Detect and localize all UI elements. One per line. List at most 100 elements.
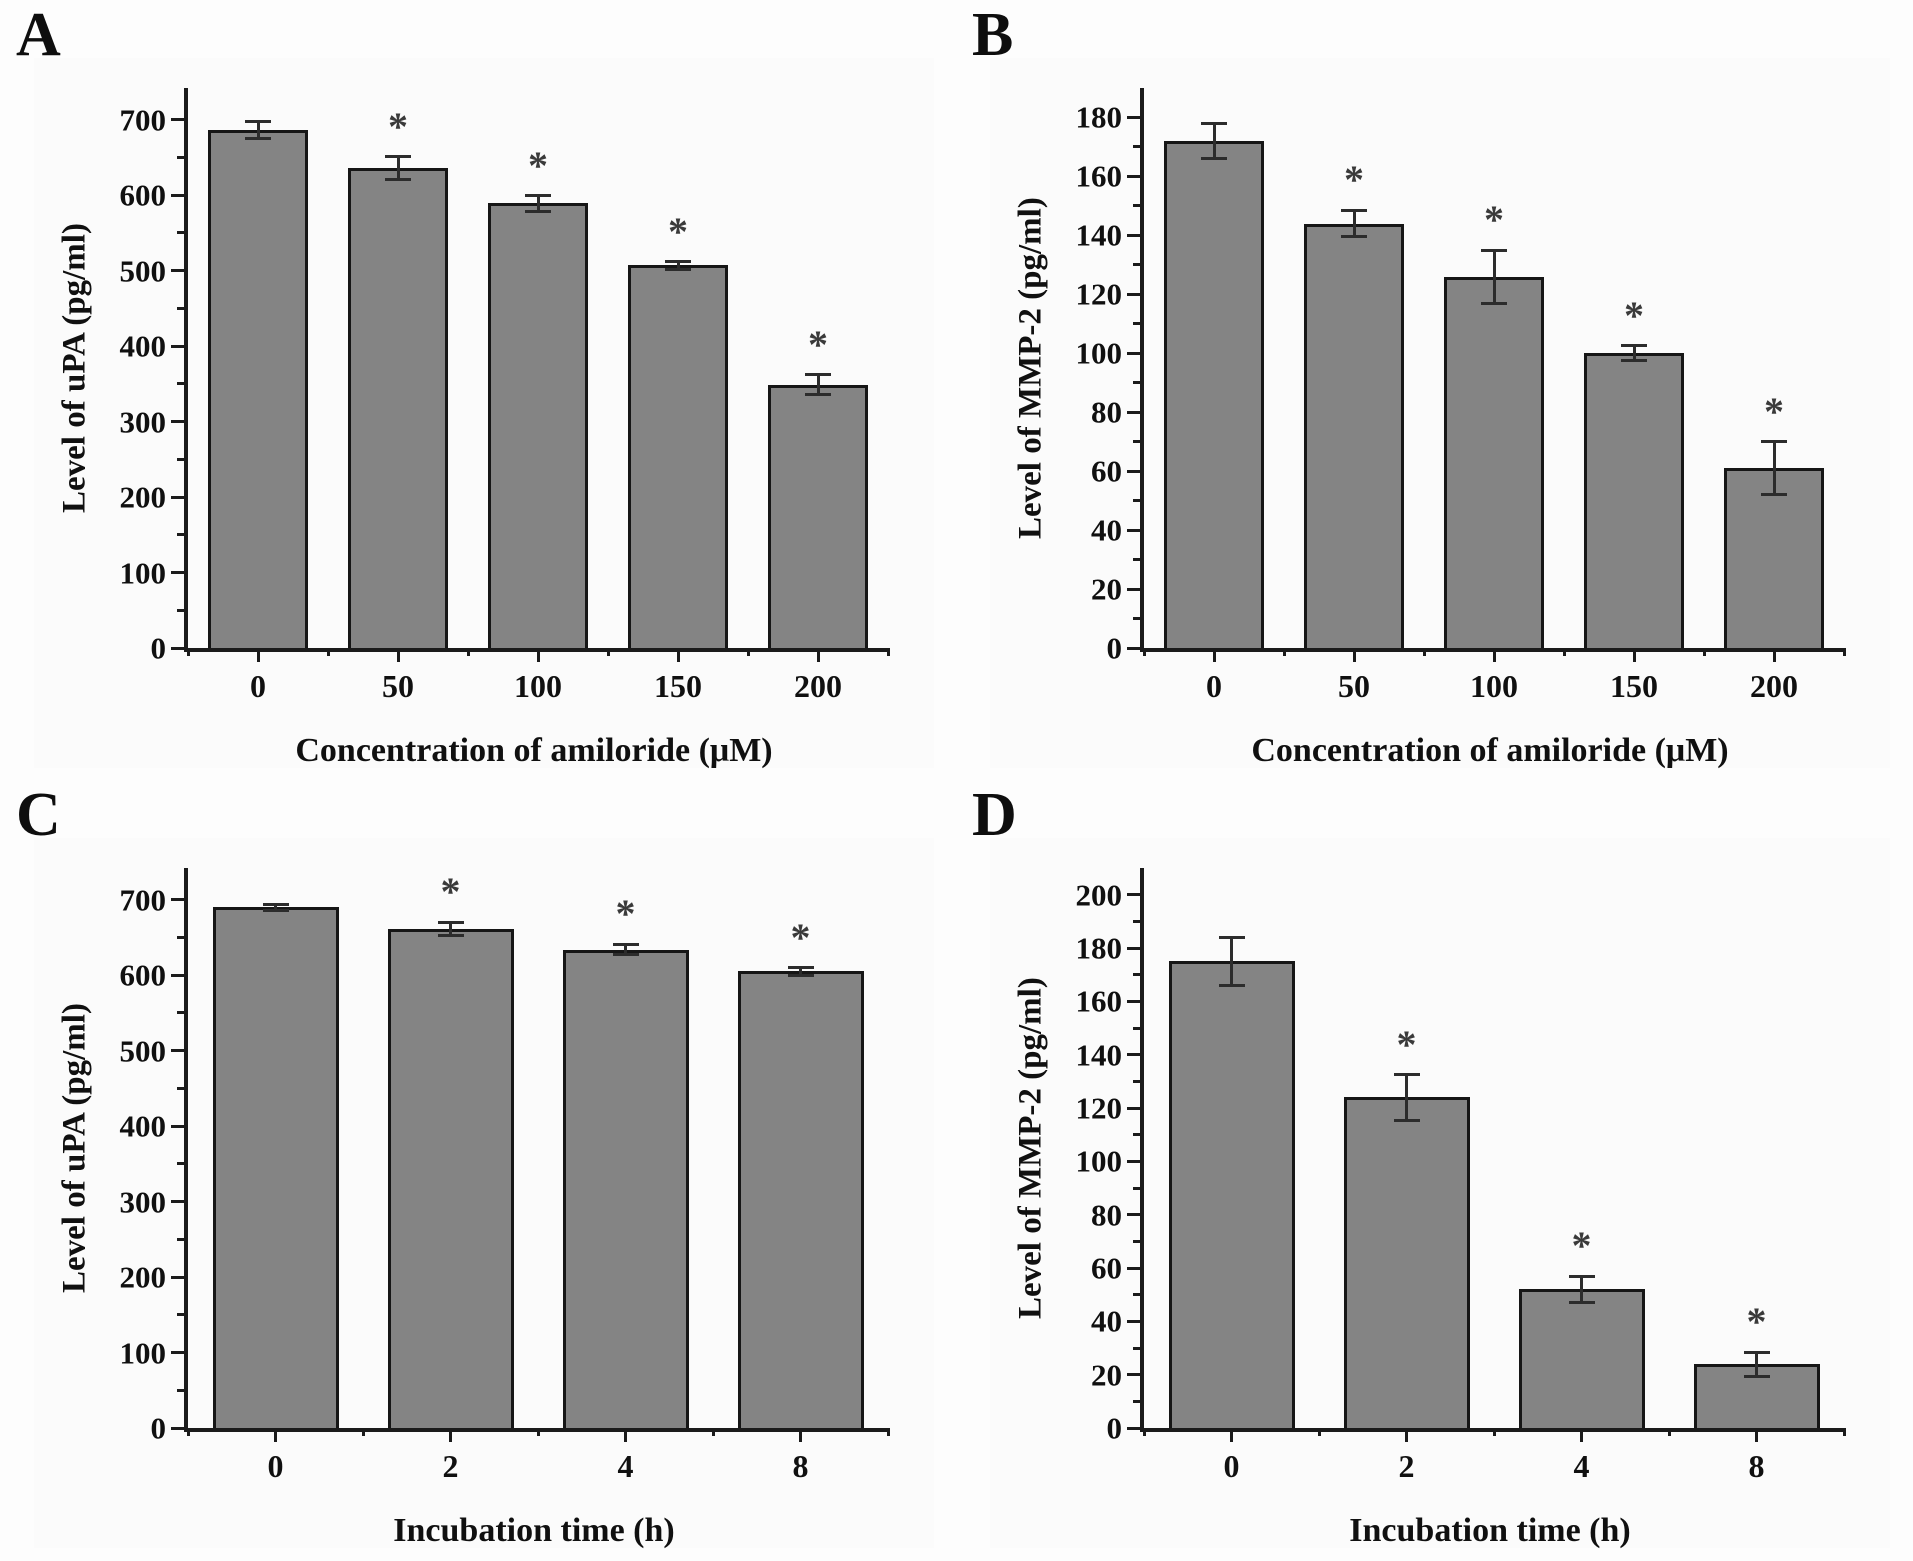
y-tick-minor xyxy=(1133,381,1140,385)
significance-asterisk: * xyxy=(808,321,828,367)
significance-asterisk: * xyxy=(1571,1223,1592,1268)
x-tick-major xyxy=(624,1428,627,1442)
bar-chart-A: Level of uPA (pg/ml) 0 100 200 300 400 500 600… xyxy=(34,58,934,768)
x-tick-major xyxy=(676,648,680,662)
y-tick-major xyxy=(1127,410,1140,414)
y-tick-minor xyxy=(1133,1399,1140,1403)
x-tick-minor xyxy=(1142,1428,1146,1436)
error-bar-cap xyxy=(1481,301,1507,305)
x-tick-major xyxy=(1405,1428,1408,1442)
y-tick-minor xyxy=(1133,558,1140,562)
y-tick-major xyxy=(171,973,184,977)
bar xyxy=(1163,141,1265,648)
x-tick-minor xyxy=(326,648,330,656)
y-tick-major xyxy=(1127,1106,1140,1110)
significance-asterisk: * xyxy=(1746,1299,1767,1344)
y-tick-label: 80 xyxy=(1091,394,1122,430)
y-tick-major xyxy=(1127,292,1140,296)
y-tick-label: 700 xyxy=(119,102,167,138)
y-tick-major xyxy=(1127,528,1140,532)
y-tick-major xyxy=(1127,1266,1140,1270)
plot-area: 0 100 200 300 400 500 600 700 0 * 50 * 100 * 150 * 200 xyxy=(120,88,890,702)
y-tick-label: 0 xyxy=(1106,1410,1123,1446)
x-category-label: 0 xyxy=(1223,1448,1240,1484)
x-axis-label: Incubation time (h) xyxy=(393,1512,675,1549)
y-tick-major xyxy=(1127,174,1140,178)
y-tick-major xyxy=(171,571,184,575)
bar xyxy=(1583,353,1685,648)
error-bar-cap xyxy=(787,966,814,970)
error-bar xyxy=(1230,937,1233,986)
error-bar-cap xyxy=(385,155,411,159)
bar xyxy=(1303,223,1405,648)
x-tick-minor xyxy=(466,648,470,656)
x-tick-major xyxy=(1212,648,1216,662)
error-bar-cap xyxy=(1201,121,1227,125)
error-bar-cap xyxy=(525,209,551,213)
x-category-label: 150 xyxy=(654,668,702,704)
error-bar-cap xyxy=(1761,440,1787,444)
x-tick-major xyxy=(536,648,540,662)
bar xyxy=(1693,1364,1820,1428)
error-bar-cap xyxy=(525,194,551,198)
error-bar-cap xyxy=(805,392,831,396)
x-category-label: 8 xyxy=(792,1448,809,1484)
bar xyxy=(1518,1289,1645,1428)
y-tick-label: 160 xyxy=(1075,983,1123,1019)
panel-letter-B: B xyxy=(972,1,1014,69)
x-category-label: 0 xyxy=(1206,668,1222,704)
y-tick-label: 400 xyxy=(119,328,167,364)
y-tick-major xyxy=(171,118,184,122)
y-tick-minor xyxy=(177,155,184,159)
x-category-label: 2 xyxy=(1398,1448,1415,1484)
y-tick-minor xyxy=(177,1237,184,1241)
y-tick-major xyxy=(1127,469,1140,473)
y-tick-minor xyxy=(1133,499,1140,503)
y-tick-minor xyxy=(1133,322,1140,326)
y-tick-label: 100 xyxy=(119,1335,167,1371)
error-bar-cap xyxy=(1218,983,1245,987)
y-tick-minor xyxy=(177,935,184,939)
x-tick-minor xyxy=(361,1428,365,1436)
y-tick-major xyxy=(1127,1159,1140,1163)
x-tick-minor xyxy=(1702,648,1706,656)
bar xyxy=(1723,468,1825,648)
x-tick-minor xyxy=(1492,1428,1496,1436)
y-tick-minor xyxy=(1133,1026,1140,1030)
y-tick-minor xyxy=(1133,204,1140,208)
panel-letter-C: C xyxy=(16,781,61,849)
x-tick-major xyxy=(274,1428,277,1442)
bar xyxy=(207,130,309,648)
y-tick-label: 300 xyxy=(119,404,167,440)
y-tick-minor xyxy=(1133,919,1140,923)
error-bar-cap xyxy=(262,908,289,912)
error-bar-cap xyxy=(1761,493,1787,497)
y-tick-minor xyxy=(1133,263,1140,267)
significance-asterisk: * xyxy=(440,869,461,915)
y-tick-minor xyxy=(177,1313,184,1317)
x-tick-minor xyxy=(886,1428,890,1436)
x-tick-minor xyxy=(1667,1428,1671,1436)
error-bar-cap xyxy=(1218,935,1245,939)
x-tick-major xyxy=(396,648,400,662)
y-tick-minor xyxy=(177,608,184,612)
bar xyxy=(627,265,729,648)
y-tick-label: 100 xyxy=(1075,335,1123,371)
x-tick-minor xyxy=(1422,648,1426,656)
error-bar-cap xyxy=(1621,344,1647,348)
x-category-label: 50 xyxy=(1338,668,1370,704)
x-category-label: 150 xyxy=(1610,668,1658,704)
error-bar-cap xyxy=(1621,359,1647,363)
x-tick-major xyxy=(1580,1428,1583,1442)
error-bar xyxy=(1580,1276,1583,1303)
error-bar xyxy=(1405,1074,1408,1120)
y-tick-major xyxy=(171,1049,184,1053)
y-tick-minor xyxy=(177,533,184,537)
y-tick-minor xyxy=(177,231,184,235)
error-bar-cap xyxy=(245,137,271,141)
error-bar-cap xyxy=(805,373,831,377)
y-tick-label: 600 xyxy=(119,177,167,213)
bar-chart-B: Level of MMP-2 (pg/ml) 0 20 40 60 80 100 120 14… xyxy=(990,58,1890,768)
y-tick-label: 120 xyxy=(1075,276,1123,312)
y-tick-label: 500 xyxy=(119,253,167,289)
